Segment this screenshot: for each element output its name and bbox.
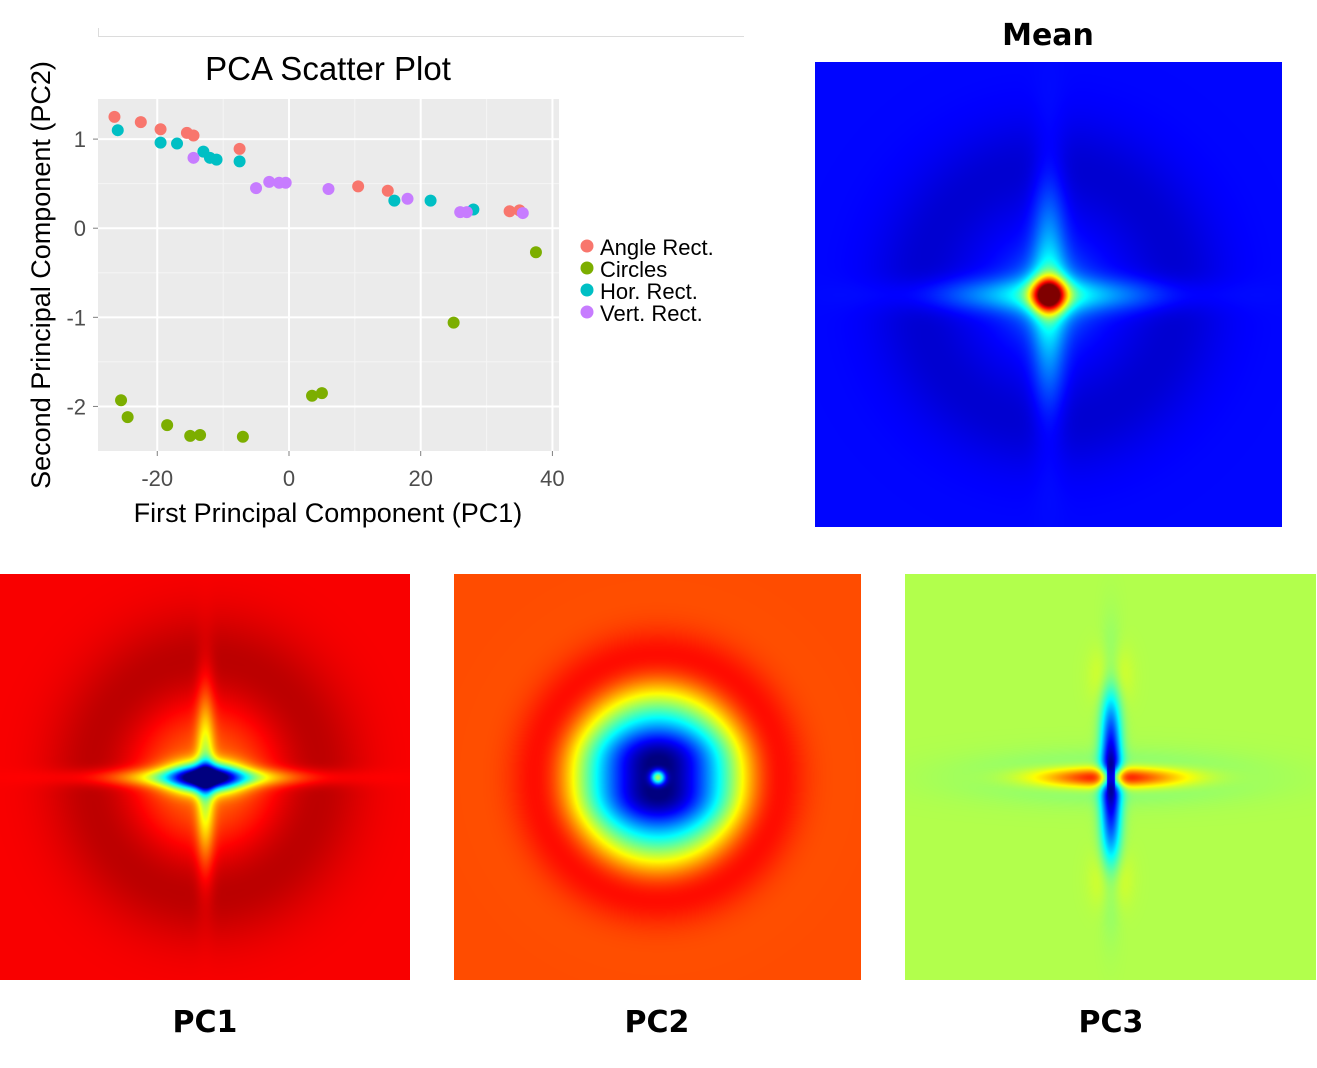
- data-point: [424, 194, 437, 207]
- plot-panel: [98, 99, 559, 451]
- data-point: [460, 206, 473, 219]
- data-points: [108, 110, 542, 443]
- data-point: [529, 246, 542, 259]
- data-point: [279, 176, 292, 189]
- data-point: [306, 389, 319, 402]
- data-point: [161, 419, 174, 432]
- pc2-heatmap: [454, 574, 861, 980]
- y-tick-label: 0: [74, 216, 86, 241]
- data-point: [184, 429, 197, 442]
- chart-title: PCA Scatter Plot: [205, 50, 451, 87]
- pc1-label: PC1: [172, 1005, 238, 1040]
- data-point: [210, 153, 223, 166]
- data-point: [233, 142, 246, 155]
- y-axis-label: Second Principal Component (PC2): [26, 61, 56, 489]
- x-tick-label: 20: [408, 466, 432, 491]
- pc3-heatmap: [905, 574, 1316, 980]
- data-point: [401, 192, 414, 205]
- data-point: [352, 180, 365, 193]
- grid-lines: [98, 99, 559, 451]
- legend-label: Angle Rect.: [600, 235, 714, 260]
- legend-label: Vert. Rect.: [600, 301, 703, 326]
- pc1-heatmap: [0, 574, 410, 980]
- data-point: [315, 387, 328, 400]
- data-point: [322, 183, 335, 196]
- data-point: [134, 116, 147, 129]
- data-point: [388, 194, 401, 207]
- data-point: [121, 411, 134, 424]
- x-tick-label: -20: [141, 466, 173, 491]
- data-point: [503, 205, 516, 218]
- mean-label: Mean: [1002, 18, 1094, 53]
- data-point: [263, 175, 276, 188]
- data-point: [108, 110, 121, 123]
- data-point: [233, 155, 246, 168]
- legend-label: Hor. Rect.: [600, 279, 698, 304]
- data-point: [187, 151, 200, 164]
- pca-scatter-plot: PCA Scatter Plot -20 0 20 40 1 0 -1 -2 First Pr…: [26, 50, 714, 528]
- data-point: [194, 428, 207, 441]
- data-point: [250, 182, 263, 195]
- y-tick-label: 1: [74, 127, 86, 152]
- mean-heatmap: [815, 62, 1282, 527]
- data-point: [171, 137, 184, 150]
- data-point: [236, 430, 249, 443]
- data-point: [115, 394, 128, 407]
- axis-ticks: -20 0 20 40 1 0 -1 -2: [66, 127, 564, 491]
- x-tick-label: 0: [283, 466, 295, 491]
- y-tick-label: -2: [66, 394, 86, 419]
- legend-marker: [580, 305, 594, 319]
- x-axis-label: First Principal Component (PC1): [134, 498, 523, 528]
- x-tick-label: 40: [540, 466, 564, 491]
- data-point: [516, 207, 529, 220]
- data-point: [154, 123, 167, 136]
- data-point: [447, 316, 460, 329]
- y-tick-label: -1: [66, 305, 86, 330]
- legend-label: Circles: [600, 257, 667, 282]
- data-point: [111, 124, 124, 137]
- legend-marker: [580, 283, 594, 297]
- legend-marker: [580, 239, 594, 253]
- data-point: [187, 129, 200, 142]
- frame-top-tick: [98, 28, 99, 37]
- pc3-label: PC3: [1078, 1005, 1144, 1040]
- data-point: [154, 136, 167, 149]
- legend-marker: [580, 261, 594, 275]
- pc2-label: PC2: [624, 1005, 690, 1040]
- data-point: [381, 184, 394, 197]
- frame-top-line: [98, 36, 744, 37]
